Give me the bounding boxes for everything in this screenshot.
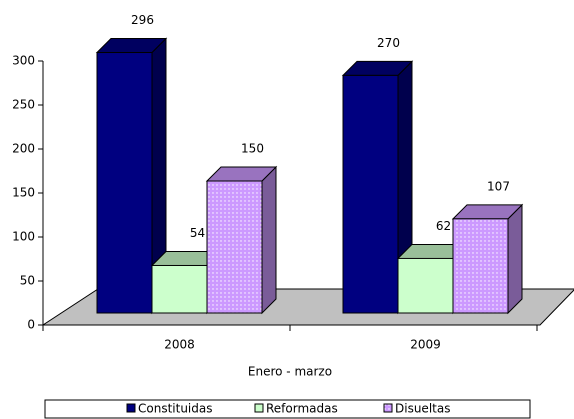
y-tick-label: 0 bbox=[27, 318, 35, 332]
legend-label: Disueltas bbox=[395, 402, 450, 416]
legend-label: Constituidas bbox=[138, 402, 212, 416]
bar-front bbox=[397, 257, 454, 314]
bar-front bbox=[206, 180, 263, 314]
bar-front bbox=[452, 218, 509, 314]
value-label: 62 bbox=[436, 219, 451, 233]
legend-swatch bbox=[254, 403, 264, 413]
y-tick-label: 300 bbox=[12, 54, 35, 68]
value-label: 270 bbox=[377, 36, 400, 50]
bar bbox=[205, 165, 278, 315]
value-label: 296 bbox=[131, 13, 154, 27]
x-tick-label: 2008 bbox=[164, 338, 195, 352]
value-label: 107 bbox=[487, 179, 510, 193]
x-tick-label: 2009 bbox=[410, 338, 441, 352]
y-tick-label: 250 bbox=[12, 98, 35, 112]
bar bbox=[451, 203, 524, 315]
bar-front bbox=[96, 52, 153, 314]
legend bbox=[44, 399, 531, 419]
y-tick-label: 150 bbox=[12, 186, 35, 200]
bar-side bbox=[261, 165, 277, 315]
bar-front bbox=[342, 74, 399, 314]
bar bbox=[95, 37, 168, 315]
legend-swatch bbox=[383, 403, 393, 413]
y-tick-label: 100 bbox=[12, 230, 35, 244]
bar-side bbox=[507, 203, 523, 315]
legend-label: Reformadas bbox=[266, 402, 338, 416]
value-label: 150 bbox=[241, 142, 264, 156]
y-tick-label: 50 bbox=[20, 274, 35, 288]
value-label: 54 bbox=[190, 226, 205, 240]
legend-swatch bbox=[126, 403, 136, 413]
x-axis-label: Enero - marzo bbox=[248, 365, 332, 379]
bar-front bbox=[151, 264, 208, 314]
y-tick-label: 200 bbox=[12, 142, 35, 156]
